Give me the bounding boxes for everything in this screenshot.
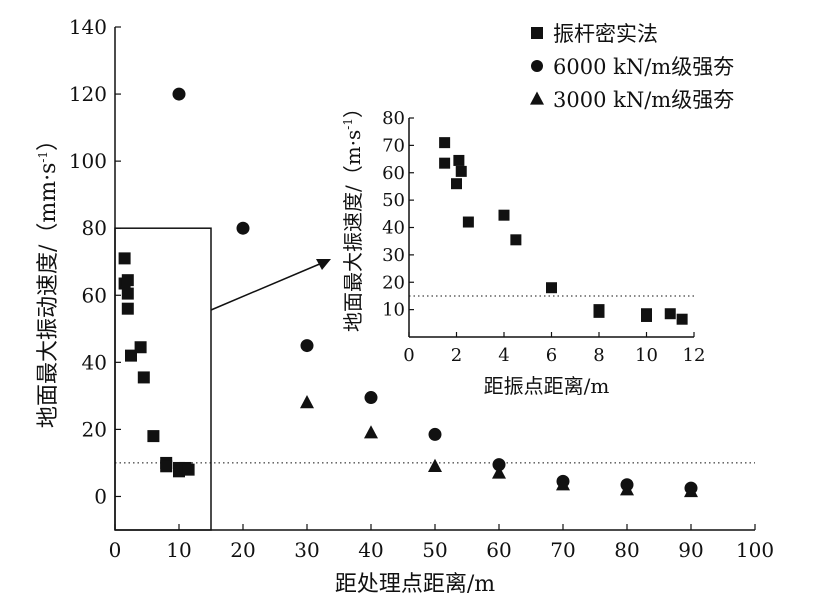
inset-data-point [455,165,467,177]
data-point [428,427,442,441]
y-tick-label: 0 [94,484,107,508]
zoom-arrow-line [210,262,323,311]
inset-x-axis-label: 距振点距离/m [484,374,610,398]
data-point [300,395,314,409]
data-point [300,339,314,353]
inset-data-point [439,157,451,169]
data-point [147,430,160,443]
inset-y-tick-label: 40 [382,218,405,239]
inset-data-point [664,308,676,320]
y-tick-label: 120 [69,82,107,106]
data-point [121,287,134,300]
legend-marker-square [531,27,543,39]
inset-data-point [510,234,522,246]
inset-x-tick-label: 8 [593,345,604,366]
inset-y-tick-label: 20 [382,272,405,293]
inset-data-point [676,313,688,325]
x-tick-label: 100 [736,538,774,562]
inset-x-tick-label: 10 [635,345,658,366]
inset-x-tick-label: 12 [683,345,706,366]
data-point [172,87,186,101]
x-tick-label: 10 [166,538,191,562]
inset-y-tick-label: 30 [382,245,405,266]
x-tick-label: 30 [294,538,319,562]
y-tick-label: 20 [82,417,107,441]
inset-y-tick-label: 60 [382,163,405,184]
data-point [492,465,506,479]
data-point [364,391,378,405]
zoom-arrow-head [316,259,331,270]
data-point [556,477,570,491]
y-tick-label: 140 [69,15,107,39]
data-point [236,221,250,235]
y-tick-label: 60 [82,283,107,307]
legend-label: 6000 kN/m级强夯 [553,55,734,79]
data-point [137,371,150,384]
inset-data-point [453,154,465,166]
series-circle [172,87,698,495]
data-point [121,302,134,315]
x-tick-label: 90 [678,538,703,562]
inset-y-tick-label: 80 [382,108,405,129]
inset-x-tick-label: 2 [451,345,462,366]
inset-data-point [439,137,451,149]
legend-label: 3000 kN/m级强夯 [553,88,734,112]
inset-y-tick-label: 70 [382,135,405,156]
inset-x-tick-label: 0 [403,345,414,366]
data-point [492,458,506,472]
y-tick-label: 80 [82,216,107,240]
x-tick-label: 60 [486,538,511,562]
x-tick-label: 0 [109,538,122,562]
y-axis-label: 地面最大振动速度/（mm·s-1） [36,129,61,428]
x-tick-label: 80 [614,538,639,562]
inset-y-tick-label: 10 [382,300,405,321]
legend-item: 振杆密实法 [531,22,658,46]
data-point [125,349,137,362]
series-triangle [300,395,698,498]
data-point [620,482,634,496]
zoom-box [114,227,212,531]
x-axis-label: 距处理点距离/m [335,572,495,597]
data-point [684,483,698,498]
y-tick-label: 100 [69,149,107,173]
data-point [118,252,131,265]
legend-marker-circle [531,60,543,72]
x-tick-label: 20 [230,538,255,562]
inset-data-point [498,209,510,221]
inset-series-square [439,137,688,325]
data-point [182,463,195,476]
data-point [364,425,378,439]
inset-data-point [546,282,557,294]
y-tick-label: 40 [82,350,107,374]
inset-x-tick-label: 6 [546,345,557,366]
legend-marker-triangle [530,91,544,105]
inset-data-point [593,306,605,318]
inset-data-point [451,178,462,190]
series-square [118,252,195,478]
legend-item: 3000 kN/m级强夯 [530,88,734,112]
inset-y-tick-label: 50 [382,190,405,211]
data-point [428,458,442,472]
x-tick-label: 40 [358,538,383,562]
inset-data-point [462,216,474,228]
x-tick-label: 70 [550,538,575,562]
main-chart: 0 10 20 30 40 50 60 70 80 90 100020406080100120140… [36,15,774,597]
x-tick-label: 50 [422,538,447,562]
inset-y-axis-label: 地面最大振速度/（m·s-1） [341,98,365,332]
legend-label: 振杆密实法 [553,22,658,46]
inset-x-tick-label: 4 [498,345,509,366]
inset-chart: 0 2 4 6 8 10 12 10 20 30 40 50 60 70 80 距振点距离/m 地面最大振速度/… [341,98,705,398]
data-point [121,274,134,287]
data-point [160,460,173,473]
legend-item: 6000 kN/m级强夯 [531,55,734,79]
legend: 振杆密实法 6000 kN/m级强夯 3000 kN/m级强夯 [530,22,734,112]
inset-data-point [641,310,652,322]
data-point [134,341,147,354]
